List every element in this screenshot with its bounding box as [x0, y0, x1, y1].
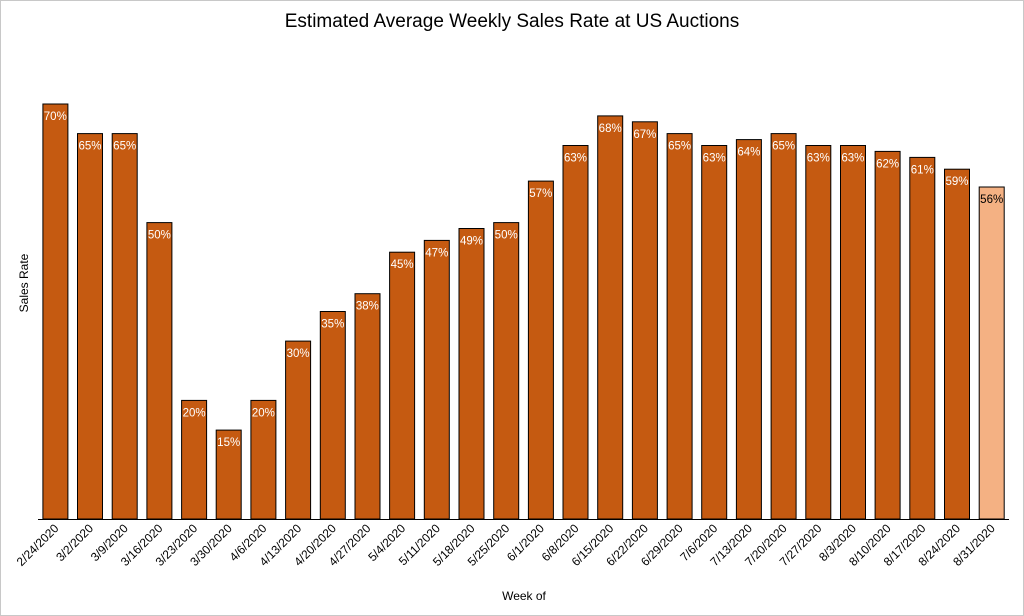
data-label-5/25/2020: 50%: [495, 230, 518, 242]
bar-7/13/2020: [735, 139, 762, 520]
bar-8/10/2020: [874, 150, 901, 520]
bar-4/13/2020: [285, 340, 312, 520]
bar-4/27/2020: [354, 293, 381, 520]
data-label-6/1/2020: 57%: [529, 188, 552, 200]
data-label-6/22/2020: 67%: [633, 129, 656, 141]
data-label-8/24/2020: 59%: [945, 176, 968, 188]
bar-8/3/2020: [840, 145, 866, 520]
bar-7/27/2020: [805, 145, 832, 520]
bar-8/17/2020: [909, 156, 936, 520]
data-label-3/9/2020: 65%: [113, 141, 136, 153]
y-axis-title: Sales Rate: [17, 253, 31, 312]
bar-6/8/2020: [562, 145, 589, 520]
data-label-8/17/2020: 61%: [911, 164, 934, 176]
bar-4/20/2020: [319, 311, 346, 520]
data-label-7/27/2020: 63%: [807, 153, 830, 165]
data-label-2/24/2020: 70%: [44, 111, 67, 123]
chart-title: Estimated Average Weekly Sales Rate at U…: [285, 11, 739, 32]
data-label-6/8/2020: 63%: [564, 153, 587, 165]
data-label-3/30/2020: 15%: [217, 437, 240, 449]
data-label-6/15/2020: 68%: [599, 123, 622, 135]
data-label-3/16/2020: 50%: [148, 230, 171, 242]
data-label-8/31/2020: 56%: [980, 194, 1003, 206]
bar-6/22/2020: [631, 121, 658, 520]
bar-5/18/2020: [458, 228, 485, 520]
data-label-4/20/2020: 35%: [321, 319, 344, 331]
data-label-6/29/2020: 65%: [668, 141, 691, 153]
data-label-8/10/2020: 62%: [876, 158, 899, 170]
data-label-4/6/2020: 20%: [252, 407, 275, 419]
bar-3/2/2020: [77, 133, 103, 520]
data-label-7/20/2020: 65%: [772, 141, 795, 153]
data-label-7/6/2020: 63%: [703, 153, 726, 165]
bar-8/24/2020: [944, 168, 970, 520]
bars-group: 70%2/24/202065%3/2/202065%3/9/202050%3/1…: [14, 103, 1005, 569]
bar-6/29/2020: [666, 133, 693, 520]
data-label-5/18/2020: 49%: [460, 236, 483, 248]
bar-5/4/2020: [389, 251, 416, 520]
x-axis-title: Week of: [502, 589, 546, 603]
data-label-5/4/2020: 45%: [391, 259, 414, 271]
bar-2/24/2020: [42, 103, 69, 520]
bar-8/31/2020: [978, 186, 1005, 520]
bar-7/20/2020: [770, 133, 797, 520]
data-label-3/23/2020: 20%: [183, 407, 206, 419]
bar-5/11/2020: [423, 239, 450, 520]
bar-6/1/2020: [527, 180, 554, 520]
x-tick-label-2/24/2020: 2/24/2020: [14, 521, 62, 569]
data-label-4/13/2020: 30%: [287, 348, 310, 360]
bar-6/15/2020: [597, 115, 624, 520]
bar-7/6/2020: [701, 145, 728, 520]
data-label-3/2/2020: 65%: [78, 141, 101, 153]
data-label-7/13/2020: 64%: [737, 147, 760, 159]
x-tick-label-6/1/2020: 6/1/2020: [504, 521, 547, 564]
data-label-5/11/2020: 47%: [425, 247, 448, 259]
data-label-8/3/2020: 63%: [841, 153, 864, 165]
x-tick-label-3/2/2020: 3/2/2020: [53, 521, 96, 564]
bar-3/16/2020: [146, 222, 173, 520]
bar-3/9/2020: [111, 133, 138, 520]
data-label-4/27/2020: 38%: [356, 301, 379, 313]
bar-5/25/2020: [493, 222, 520, 520]
